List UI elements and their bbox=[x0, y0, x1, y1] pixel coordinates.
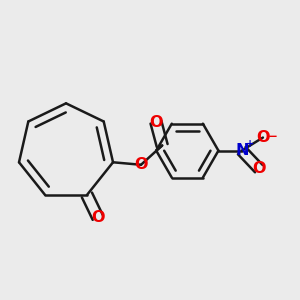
Text: O: O bbox=[256, 130, 270, 145]
Text: O: O bbox=[91, 210, 104, 225]
Text: O: O bbox=[252, 161, 266, 176]
Text: O: O bbox=[134, 157, 148, 172]
Text: +: + bbox=[246, 139, 254, 149]
Text: O: O bbox=[149, 115, 163, 130]
Text: N: N bbox=[235, 143, 248, 158]
Text: −: − bbox=[267, 130, 277, 142]
